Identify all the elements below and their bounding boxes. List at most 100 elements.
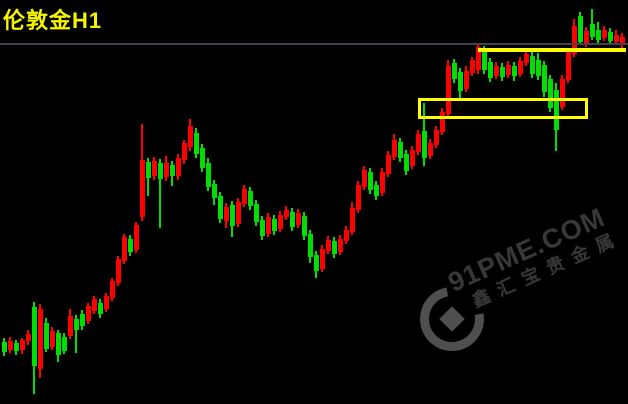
candle-body: [134, 225, 139, 250]
candle-body: [86, 306, 91, 321]
candle-body: [50, 331, 55, 347]
candle-body: [284, 210, 289, 217]
candle-body: [110, 281, 115, 298]
candle-body: [314, 255, 319, 271]
candle-body: [254, 204, 259, 222]
candle-body: [272, 219, 277, 231]
support-zone-box[interactable]: [418, 98, 588, 119]
candle-body: [218, 196, 223, 219]
candle-body: [206, 163, 211, 187]
candle-body: [176, 158, 181, 176]
candle-body: [62, 337, 67, 351]
candle-body: [362, 170, 367, 187]
titlebar-divider: [0, 43, 628, 45]
candle-body: [158, 163, 163, 179]
candle-body: [596, 30, 601, 40]
candle-body: [584, 31, 589, 44]
candle-body: [422, 131, 427, 158]
candle-body: [548, 79, 553, 108]
candle-body: [188, 126, 193, 147]
candle-body: [116, 259, 121, 283]
candle-body: [374, 185, 379, 196]
candle-body: [452, 63, 457, 79]
candle-body: [140, 160, 145, 217]
candle-body: [248, 191, 253, 206]
candle-body: [506, 65, 511, 75]
candle-body: [20, 340, 25, 350]
candle-body: [92, 299, 97, 311]
candle-body: [236, 202, 241, 224]
candle-body: [278, 215, 283, 229]
candle-body: [416, 134, 421, 152]
candle-body: [410, 150, 415, 166]
candle-body: [494, 66, 499, 76]
candle-body: [380, 172, 385, 193]
candle-body: [170, 165, 175, 176]
candle-body: [368, 172, 373, 190]
candle-body: [122, 237, 127, 261]
candle-body: [590, 24, 595, 37]
candle-body: [488, 62, 493, 78]
chart-title: 伦敦金H1: [3, 8, 103, 33]
candle-body: [428, 143, 433, 156]
candle-body: [602, 30, 607, 38]
candle-body: [68, 316, 73, 336]
candle-body: [2, 342, 7, 352]
candle-body: [242, 189, 247, 204]
candle-body: [464, 71, 469, 89]
candle-body: [404, 154, 409, 171]
candle-body: [98, 303, 103, 314]
candle-body: [32, 307, 37, 366]
candle-body: [104, 296, 109, 309]
candle-body: [224, 207, 229, 221]
candle-body: [14, 343, 19, 351]
candle-body: [344, 230, 349, 241]
candle-body: [440, 112, 445, 132]
candle-body: [128, 239, 133, 252]
candle-body: [398, 142, 403, 158]
candle-body: [326, 240, 331, 251]
candle-body: [338, 239, 343, 252]
candle-body: [266, 217, 271, 234]
candle-wick: [159, 159, 161, 228]
candle-body: [350, 208, 355, 232]
candle-body: [542, 65, 547, 92]
candle-body: [308, 234, 313, 257]
candle-body: [572, 26, 577, 54]
candle-body: [434, 130, 439, 145]
candle-body: [392, 140, 397, 157]
candle-body: [296, 213, 301, 225]
candle-body: [80, 314, 85, 326]
candle-body: [524, 54, 529, 63]
candle-body: [260, 220, 265, 236]
candle-body: [446, 66, 451, 114]
candle-body: [470, 60, 475, 73]
candle-body: [320, 249, 325, 269]
candle-body: [512, 66, 517, 76]
candle-body: [500, 67, 505, 77]
candle-body: [302, 216, 307, 236]
candle-body: [26, 334, 31, 341]
candle-body: [386, 155, 391, 174]
candle-body: [560, 79, 565, 107]
candle-body: [74, 319, 79, 330]
candle-body: [164, 163, 169, 177]
candle-body: [482, 50, 487, 70]
candle-body: [518, 61, 523, 74]
candle-body: [8, 341, 13, 350]
candle-body: [476, 47, 481, 70]
candle-body: [230, 205, 235, 226]
candle-body: [200, 148, 205, 168]
candle-body: [566, 52, 571, 80]
candle-body: [44, 323, 49, 349]
candle-body: [608, 32, 613, 41]
candle-body: [536, 60, 541, 76]
candle-body: [38, 309, 43, 369]
resistance-line[interactable]: [478, 48, 626, 52]
candle-body: [332, 241, 337, 254]
candle-body: [554, 90, 559, 130]
candle-body: [620, 37, 625, 43]
candle-body: [212, 184, 217, 198]
